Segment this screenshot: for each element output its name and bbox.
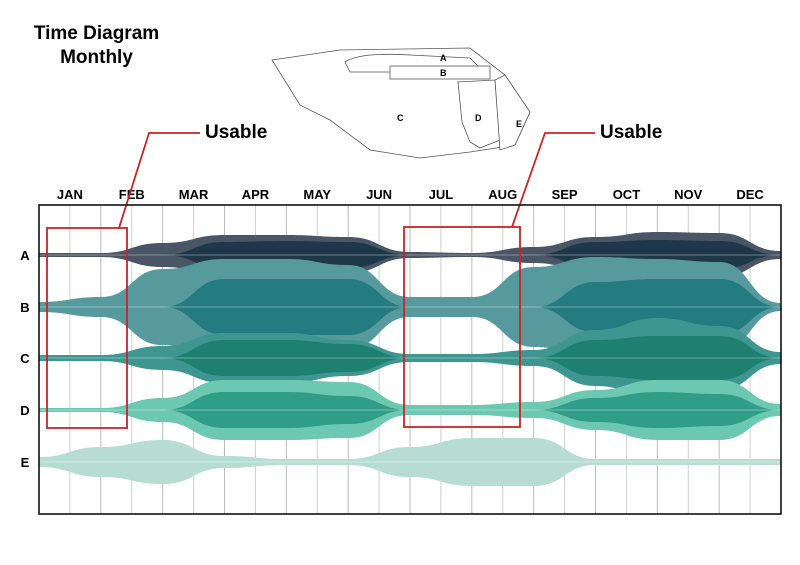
- map-label-d: D: [475, 113, 482, 123]
- month-label-dec: DEC: [736, 187, 764, 202]
- map-label-a: A: [440, 53, 447, 63]
- month-label-jan: JAN: [57, 187, 83, 202]
- row-label-a: A: [20, 248, 30, 263]
- zone-e-outline: [494, 74, 531, 151]
- stream-b-inner: [39, 279, 781, 335]
- row-label-e: E: [21, 455, 30, 470]
- usable-label: Usable: [600, 122, 662, 143]
- row-label-c: C: [20, 351, 30, 366]
- map-label-c: C: [397, 113, 404, 123]
- chart-title: Time Diagram Monthly: [14, 22, 179, 70]
- month-label-jul: JUL: [429, 187, 454, 202]
- month-label-nov: NOV: [674, 187, 703, 202]
- month-label-feb: FEB: [119, 187, 145, 202]
- site-map: A B C D E: [271, 47, 531, 159]
- row-label-b: B: [20, 300, 29, 315]
- axis-layer: JAN FEB MAR APR MAY JUN JUL AUG SEP OCT NOV DEC A B C D…: [20, 187, 764, 470]
- annotation-layer: Usable Usable: [46, 122, 662, 429]
- map-label-e: E: [516, 119, 522, 129]
- usable-leader-line: [118, 132, 200, 229]
- month-label-aug: AUG: [488, 187, 517, 202]
- stream-d-inner: [39, 392, 781, 428]
- usable-box: [46, 227, 128, 429]
- month-label-apr: APR: [242, 187, 270, 202]
- usable-box: [403, 226, 521, 428]
- zone-b-outline: [389, 65, 491, 80]
- month-label-jun: JUN: [366, 187, 392, 202]
- chart-title-line1: Time Diagram: [33, 23, 160, 44]
- stream-e-outer: [39, 438, 781, 486]
- month-label-oct: OCT: [613, 187, 641, 202]
- plot-frame: [38, 204, 782, 515]
- usable-leader-line: [511, 132, 595, 228]
- stream-c-inner: [39, 336, 781, 380]
- chart-title-line2: Monthly: [60, 47, 133, 68]
- row-label-d: D: [20, 403, 29, 418]
- series-layer: [39, 232, 781, 486]
- usable-label: Usable: [205, 122, 267, 143]
- month-label-mar: MAR: [179, 187, 209, 202]
- month-label-sep: SEP: [552, 187, 578, 202]
- map-label-b: B: [440, 68, 447, 78]
- month-label-may: MAY: [303, 187, 331, 202]
